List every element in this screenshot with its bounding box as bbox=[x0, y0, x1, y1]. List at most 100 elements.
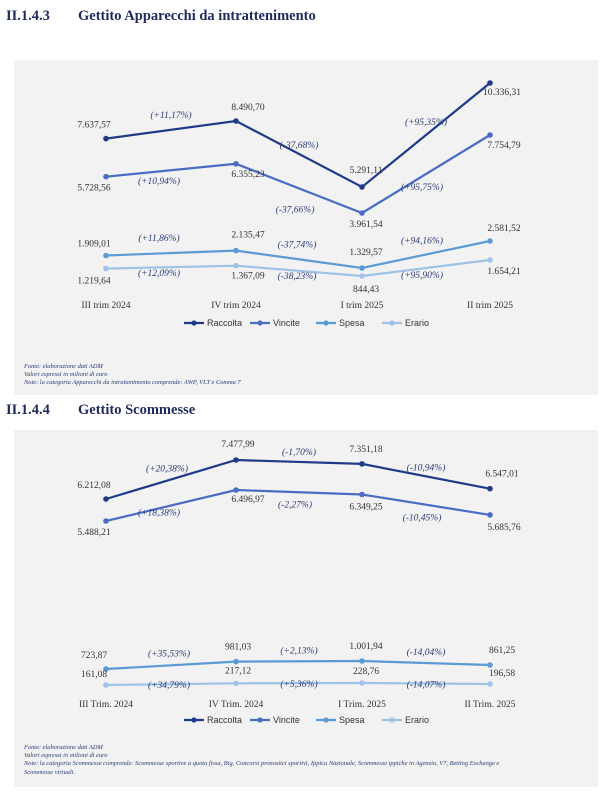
series-line-vincite bbox=[105, 488, 491, 523]
x-tick-label-4: II Trim. 2025 bbox=[465, 700, 516, 710]
series-line-erario bbox=[105, 681, 491, 687]
data-label-vincite-2: 6.496,97 bbox=[231, 495, 265, 505]
legend-label-raccolta: Raccolta bbox=[207, 318, 242, 328]
data-label-erario-1: 161,08 bbox=[81, 670, 107, 680]
change-label-spesa-3: (-14,04%) bbox=[407, 647, 446, 658]
legend-marker-vincite bbox=[257, 320, 263, 326]
legend-marker-raccolta bbox=[191, 320, 197, 326]
data-label-erario-3: 844,43 bbox=[353, 285, 379, 295]
data-label-raccolta-3: 5.291,11 bbox=[350, 166, 383, 176]
point-spesa-3 bbox=[359, 658, 365, 664]
point-erario-1 bbox=[103, 682, 109, 688]
legend-label-erario: Erario bbox=[405, 318, 429, 328]
section-heading-apparecchi: II.1.4.3 Gettito Apparecchi da intratteni… bbox=[6, 8, 316, 25]
change-label-vincite-3: (-10,45%) bbox=[403, 513, 442, 524]
data-label-erario-4: 1.654,21 bbox=[487, 267, 521, 277]
data-label-vincite-1: 5.488,21 bbox=[77, 528, 111, 538]
section-number: II.1.4.4 bbox=[6, 402, 50, 418]
legend-label-erario: Erario bbox=[405, 715, 429, 725]
change-label-raccolta-3: (+95,35%) bbox=[405, 117, 447, 128]
x-tick-label-2: IV Trim. 2024 bbox=[209, 700, 264, 710]
data-label-spesa-2: 981,03 bbox=[225, 643, 251, 653]
point-spesa-1 bbox=[103, 666, 109, 672]
x-tick-label-4: II trim 2025 bbox=[467, 301, 513, 311]
section-title: Gettito Scommesse bbox=[78, 402, 196, 418]
change-label-erario-3: (-14,07%) bbox=[407, 679, 446, 690]
chart-scommesse: 6.212,08 7.477,99 7.351,18 6.547,01 (+20,38%… bbox=[77, 440, 521, 725]
data-label-erario-4: 196,58 bbox=[489, 669, 515, 679]
change-label-vincite-1: (+18,38%) bbox=[138, 508, 180, 519]
note-units: Valori espressi in milioni di euro bbox=[24, 752, 108, 760]
legend-label-vincite: Vincite bbox=[273, 318, 300, 328]
legend-marker-erario bbox=[389, 717, 395, 723]
data-label-spesa-4: 861,25 bbox=[489, 646, 515, 656]
data-label-spesa-1: 1.909,01 bbox=[77, 240, 111, 250]
point-vincite-2 bbox=[233, 161, 239, 167]
data-label-raccolta-4: 6.547,01 bbox=[485, 470, 519, 480]
point-raccolta-2 bbox=[233, 457, 239, 463]
data-label-spesa-3: 1.001,94 bbox=[349, 642, 383, 652]
point-erario-1 bbox=[103, 265, 109, 272]
change-label-spesa-1: (+11,86%) bbox=[138, 233, 179, 244]
legend-marker-erario bbox=[389, 320, 395, 326]
point-erario-4 bbox=[487, 681, 493, 687]
change-label-raccolta-2: (-1,70%) bbox=[282, 447, 316, 458]
point-vincite-1 bbox=[103, 173, 109, 180]
change-label-spesa-3: (+94,16%) bbox=[401, 236, 443, 247]
section-number: II.1.4.3 bbox=[6, 8, 50, 24]
point-raccolta-4 bbox=[487, 80, 493, 86]
point-erario-2 bbox=[233, 680, 239, 687]
point-vincite-3 bbox=[359, 210, 365, 216]
x-tick-label-3: I trim 2025 bbox=[341, 301, 384, 311]
legend-label-raccolta: Raccolta bbox=[207, 715, 242, 725]
point-raccolta-3 bbox=[359, 184, 365, 190]
x-tick-label-2: IV trim 2024 bbox=[211, 301, 261, 311]
series-line-erario bbox=[105, 258, 491, 278]
legend-marker-spesa bbox=[323, 320, 329, 326]
point-raccolta-4 bbox=[487, 485, 493, 492]
data-label-erario-1: 1.219,64 bbox=[77, 277, 111, 287]
point-vincite-3 bbox=[359, 491, 365, 498]
section-heading-scommesse: II.1.4.4 Gettito Scommesse bbox=[6, 402, 195, 419]
change-label-vincite-3: (+95,75%) bbox=[401, 182, 443, 193]
data-label-raccolta-2: 8.490,70 bbox=[231, 103, 265, 113]
note-source: Fonte: elaborazione dati ADM bbox=[24, 363, 103, 370]
note-category: Note: la categoria Apparecchi da intratt… bbox=[24, 379, 241, 387]
point-erario-2 bbox=[233, 262, 239, 269]
data-label-vincite-4: 5.685,76 bbox=[487, 523, 521, 533]
point-vincite-2 bbox=[233, 487, 239, 493]
chart-panel-apparecchi: 7.637,57 8.490,70 5.291,11 10.336,31 (+11,17… bbox=[14, 60, 598, 395]
change-label-erario-3: (+95,90%) bbox=[401, 270, 443, 281]
point-spesa-3 bbox=[359, 265, 365, 271]
point-vincite-1 bbox=[103, 518, 109, 524]
data-label-spesa-3: 1.329,57 bbox=[349, 248, 383, 258]
point-raccolta-1 bbox=[103, 496, 109, 502]
change-label-raccolta-1: (+11,17%) bbox=[150, 110, 191, 121]
chart-notes-scommesse: Fonte: elaborazione dati ADM Valori espr… bbox=[24, 744, 499, 777]
change-label-erario-2: (+5,36%) bbox=[280, 679, 317, 690]
point-erario-3 bbox=[359, 273, 365, 279]
data-label-vincite-4: 7.754,79 bbox=[487, 141, 521, 151]
legend-label-vincite: Vincite bbox=[273, 715, 300, 725]
change-label-vincite-2: (-2,27%) bbox=[278, 499, 312, 510]
change-label-spesa-1: (+35,53%) bbox=[148, 648, 190, 659]
point-spesa-4 bbox=[487, 238, 493, 244]
change-label-vincite-2: (-37,66%) bbox=[276, 204, 315, 215]
data-label-vincite-1: 5.728,56 bbox=[77, 184, 111, 194]
data-label-raccolta-4: 10.336,31 bbox=[483, 88, 521, 98]
point-spesa-1 bbox=[103, 252, 109, 259]
chart-notes-apparecchi: Fonte: elaborazione dati ADM Valori espr… bbox=[24, 363, 241, 388]
point-erario-3 bbox=[359, 680, 365, 686]
point-raccolta-3 bbox=[359, 461, 365, 467]
data-label-erario-3: 228,76 bbox=[353, 667, 379, 677]
point-raccolta-1 bbox=[103, 135, 109, 142]
point-vincite-4 bbox=[487, 512, 493, 518]
series-line-spesa bbox=[105, 239, 491, 270]
chart-apparecchi: 7.637,57 8.490,70 5.291,11 10.336,31 (+11,17… bbox=[77, 80, 521, 328]
change-label-raccolta-3: (-10,94%) bbox=[407, 462, 446, 473]
point-spesa-4 bbox=[487, 662, 493, 668]
change-label-spesa-2: (-37,74%) bbox=[278, 239, 317, 250]
data-label-spesa-1: 723,87 bbox=[81, 651, 107, 661]
legend-label-spesa: Spesa bbox=[339, 715, 365, 725]
point-raccolta-2 bbox=[233, 118, 239, 124]
